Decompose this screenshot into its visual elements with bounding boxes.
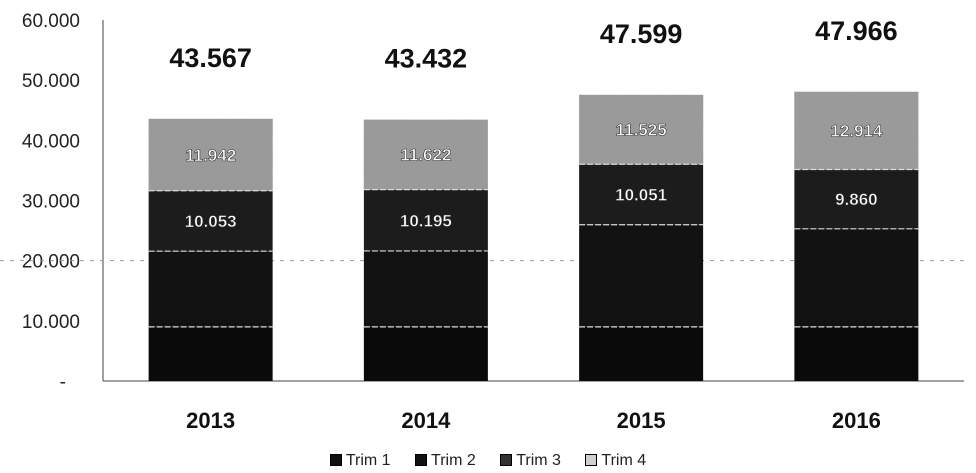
bar-segment-trim-4 [579, 94, 704, 165]
legend-swatch-trim-4 [585, 454, 598, 466]
legend-label-trim-2: Trim 2 [431, 452, 476, 469]
bar-segment-trim-1 [579, 326, 704, 381]
legend-swatch-trim-1 [329, 454, 342, 466]
segment-value-label: 10.195 [400, 211, 452, 230]
segment-value-label: 11.942 [185, 146, 236, 165]
bar-segment-trim-3 [794, 169, 919, 229]
legend-item-trim-2: Trim 2 [415, 452, 476, 470]
y-tick-label: 10.000 [22, 312, 80, 333]
bars [148, 91, 919, 381]
legend-label-trim-4: Trim 4 [601, 452, 647, 469]
bar-segment-trim-1 [794, 326, 919, 381]
legend-swatch-trim-2 [415, 454, 428, 466]
bar-segment-trim-3 [363, 189, 488, 251]
total-label: 47.966 [815, 16, 898, 46]
segment-value-label: 11.622 [400, 146, 451, 165]
total-label: 43.432 [385, 44, 468, 74]
segment-value-label: 9.860 [835, 190, 878, 209]
y-tick-label: 60.000 [22, 11, 80, 32]
legend-label-trim-1: Trim 1 [345, 452, 391, 469]
bar-segment-trim-2 [794, 228, 919, 327]
segment-value-label: 10.051 [615, 185, 667, 204]
legend: Trim 1 Trim 2 Trim 3 Trim 4 [0, 452, 976, 470]
y-tick-label: 50.000 [22, 71, 80, 92]
x-category-label: 2015 [617, 408, 666, 433]
bar-segment-trim-4 [148, 118, 273, 191]
bar-segment-trim-3 [579, 164, 704, 225]
bar-segment-trim-1 [148, 326, 273, 381]
segment-value-label: 12.914 [830, 122, 883, 141]
bar-segment-trim-3 [148, 190, 273, 252]
legend-item-trim-4: Trim 4 [585, 452, 646, 470]
bar-segment-trim-4 [363, 119, 488, 190]
bar-segment-trim-2 [579, 224, 704, 327]
bar-segment-trim-2 [148, 251, 273, 327]
bar-segment-trim-1 [363, 326, 488, 381]
legend-item-trim-3: Trim 3 [500, 452, 561, 470]
total-label: 43.567 [169, 43, 252, 73]
segment-value-label: 10.053 [185, 212, 237, 231]
total-label: 47.599 [600, 19, 683, 49]
segment-value-label: 11.525 [616, 121, 667, 140]
y-tick-label: 20.000 [22, 252, 80, 273]
x-category-label: 2014 [401, 408, 451, 433]
y-tick-label: - [60, 372, 66, 393]
labels: 10.053 11.942 43.567 2013 10.195 11.622 43.432… [169, 16, 897, 433]
x-category-label: 2013 [186, 408, 235, 433]
y-tick-label: 40.000 [22, 131, 80, 152]
bar-segment-trim-4 [794, 91, 919, 170]
legend-item-trim-1: Trim 1 [329, 452, 391, 470]
bar-segment-trim-2 [363, 250, 488, 327]
stacked-bar-chart: - 10.000 20.000 30.000 40.000 50.000 60.000 10… [0, 11, 964, 433]
legend-label-trim-3: Trim 3 [516, 452, 561, 469]
legend-swatch-trim-3 [500, 454, 513, 466]
x-category-label: 2016 [832, 408, 881, 433]
y-tick-label: 30.000 [22, 192, 80, 213]
